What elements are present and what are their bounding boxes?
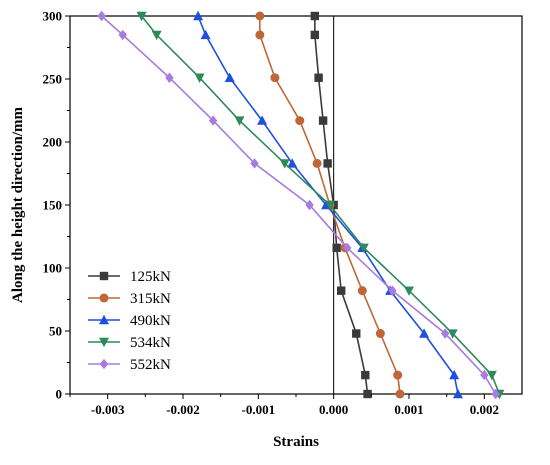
data-point xyxy=(295,116,305,126)
data-point xyxy=(234,116,245,126)
data-point xyxy=(337,286,346,295)
x-tick-label: 0.000 xyxy=(319,402,348,417)
data-point xyxy=(447,329,458,339)
data-point xyxy=(491,388,500,400)
plot-area xyxy=(69,15,523,395)
data-point xyxy=(136,11,147,22)
data-point xyxy=(486,370,497,381)
x-tick-label: 0.001 xyxy=(394,402,423,417)
data-point xyxy=(324,200,335,211)
data-point xyxy=(357,286,367,296)
data-point xyxy=(419,328,430,338)
data-point xyxy=(323,159,332,168)
data-point xyxy=(363,389,372,399)
data-point xyxy=(118,29,127,41)
y-tick-label: 300 xyxy=(43,9,63,24)
data-point xyxy=(255,30,265,40)
data-point xyxy=(375,329,385,339)
data-point xyxy=(361,370,370,380)
data-point xyxy=(310,11,320,21)
data-point xyxy=(200,29,211,40)
series-315kN xyxy=(255,11,405,399)
legend-swatch-marker xyxy=(99,314,109,325)
data-point xyxy=(404,286,414,296)
legend-item: 315kN xyxy=(88,291,171,307)
legend-swatch-marker xyxy=(99,293,109,303)
legend-item: 534kN xyxy=(88,335,171,351)
data-point xyxy=(305,199,314,211)
data-point xyxy=(312,158,322,168)
series-552kN xyxy=(97,10,500,400)
y-tick-label: 250 xyxy=(43,72,63,87)
data-point xyxy=(194,73,205,83)
series-534kN xyxy=(136,11,505,400)
legend-swatch-marker xyxy=(99,358,109,370)
legend: 125kN 315kN 490kN 534kN 552kN xyxy=(88,269,171,373)
y-tick-label: 50 xyxy=(49,324,62,339)
data-point xyxy=(388,285,397,296)
data-point xyxy=(452,388,463,399)
y-tick-label: 200 xyxy=(43,135,63,150)
data-point xyxy=(255,11,265,21)
data-point xyxy=(193,10,204,21)
legend-label: 315kN xyxy=(130,291,171,307)
legend-label: 490kN xyxy=(130,313,171,329)
x-axis-title: Strains xyxy=(273,434,319,450)
data-point xyxy=(151,30,162,41)
data-point xyxy=(314,73,323,82)
legend-label: 552kN xyxy=(130,357,171,373)
data-point xyxy=(208,115,218,126)
data-point xyxy=(480,369,489,381)
data-point xyxy=(165,72,174,83)
data-point xyxy=(250,158,259,169)
data-point xyxy=(279,159,290,169)
axes-layer: -0.003 -0.002 -0.001 0.000 0.001 0.002 0 50 100 1… xyxy=(43,9,499,418)
legend-label: 534kN xyxy=(130,335,171,351)
y-axis-title: Along the height direction/mm xyxy=(10,107,26,303)
x-tick-label: 0.002 xyxy=(470,402,499,417)
legend-swatch-marker xyxy=(99,271,109,281)
series-layer xyxy=(97,10,505,400)
data-point xyxy=(310,30,320,40)
legend-label: 125kN xyxy=(130,269,171,285)
x-tick-label: -0.002 xyxy=(166,402,200,417)
data-point xyxy=(440,328,450,339)
data-point xyxy=(318,116,328,125)
data-point xyxy=(395,389,405,399)
legend-swatch-marker xyxy=(99,337,109,348)
y-tick-label: 150 xyxy=(43,198,63,213)
y-tick-label: 0 xyxy=(56,387,63,402)
data-point xyxy=(287,158,298,168)
data-point xyxy=(257,115,268,125)
data-point xyxy=(352,329,361,338)
x-tick-label: -0.001 xyxy=(242,402,276,417)
x-tick-label: -0.003 xyxy=(91,402,125,417)
data-point xyxy=(224,72,235,82)
data-point xyxy=(343,242,352,254)
data-point xyxy=(97,10,106,22)
data-point xyxy=(449,369,460,380)
legend-item: 125kN xyxy=(88,269,171,285)
data-point xyxy=(393,370,403,380)
data-point xyxy=(332,243,341,253)
y-tick-label: 100 xyxy=(43,261,63,276)
legend-item: 490kN xyxy=(88,313,171,329)
data-point xyxy=(270,73,280,83)
data-point xyxy=(358,243,369,254)
legend-item: 552kN xyxy=(88,357,171,373)
